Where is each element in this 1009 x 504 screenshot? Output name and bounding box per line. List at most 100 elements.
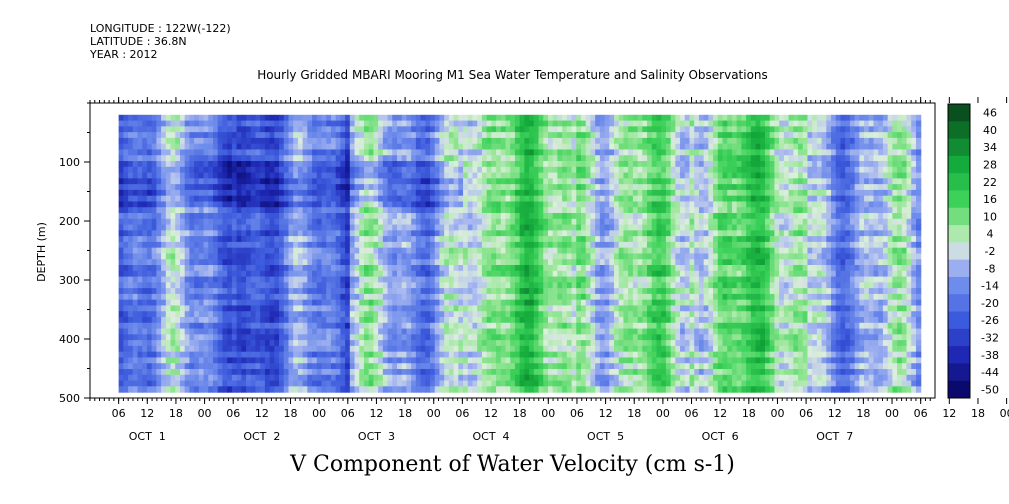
heatmap-cell xyxy=(519,334,525,341)
heatmap-cell xyxy=(510,149,516,156)
heatmap-cell xyxy=(420,368,426,376)
heatmap-cell xyxy=(599,132,606,139)
heatmap-cell xyxy=(510,357,516,364)
heatmap-cell xyxy=(349,334,356,341)
heatmap-cell xyxy=(279,328,285,335)
heatmap-cell xyxy=(246,247,252,255)
heatmap-cell xyxy=(123,282,129,289)
heatmap-cell xyxy=(326,293,332,301)
heatmap-cell xyxy=(321,161,327,168)
heatmap-cell xyxy=(448,137,455,145)
heatmap-cell xyxy=(543,311,549,318)
heatmap-cell xyxy=(231,143,238,151)
heatmap-cell xyxy=(514,230,521,237)
heatmap-cell xyxy=(123,276,129,283)
heatmap-cell xyxy=(576,317,582,324)
heatmap-cell xyxy=(316,120,323,127)
heatmap-cell xyxy=(453,230,459,237)
heatmap-cell xyxy=(184,224,191,231)
heatmap-cell xyxy=(519,380,525,387)
heatmap-cell xyxy=(170,317,176,324)
heatmap-cell xyxy=(293,386,299,393)
heatmap-cell xyxy=(142,137,148,145)
heatmap-cell xyxy=(463,143,469,151)
heatmap-cell xyxy=(330,143,337,151)
heatmap-cell xyxy=(510,230,516,237)
heatmap-cell xyxy=(514,241,521,249)
heatmap-cell xyxy=(486,311,492,318)
heatmap-cell xyxy=(132,247,139,255)
heatmap-cell xyxy=(496,241,502,249)
heatmap-cell xyxy=(425,166,431,174)
heatmap-cell xyxy=(510,328,516,335)
heatmap-cell xyxy=(406,328,412,335)
heatmap-cell xyxy=(156,276,162,283)
heatmap-cell xyxy=(293,201,299,208)
heatmap-cell xyxy=(231,132,238,139)
heatmap-cell xyxy=(392,270,398,278)
heatmap-cell xyxy=(557,276,563,283)
heatmap-cell xyxy=(411,241,417,249)
heatmap-cell xyxy=(529,207,535,214)
heatmap-cell xyxy=(255,114,261,122)
heatmap-cell xyxy=(330,155,337,162)
heatmap-cell xyxy=(156,345,162,353)
heatmap-cell xyxy=(566,328,573,335)
heatmap-cell xyxy=(236,195,242,203)
heatmap-cell xyxy=(547,374,554,382)
heatmap-cell xyxy=(151,155,157,162)
heatmap-cell xyxy=(505,380,511,387)
heatmap-cell xyxy=(425,259,431,266)
heatmap-cell xyxy=(165,172,172,179)
heatmap-cell xyxy=(543,178,549,185)
heatmap-cell xyxy=(491,241,497,249)
heatmap-cell xyxy=(543,265,549,272)
heatmap-cell xyxy=(118,114,124,122)
heatmap-cell xyxy=(420,374,426,382)
heatmap-cell xyxy=(213,363,219,370)
heatmap-cell xyxy=(486,155,492,162)
heatmap-cell xyxy=(146,293,153,301)
heatmap-cell xyxy=(359,114,365,122)
heatmap-cell xyxy=(302,351,308,359)
heatmap-cell xyxy=(142,120,148,127)
heatmap-cell xyxy=(387,288,393,295)
heatmap-cell xyxy=(397,143,403,151)
heatmap-cell xyxy=(363,166,370,174)
heatmap-cell xyxy=(222,363,228,370)
heatmap-cell xyxy=(269,247,275,255)
heatmap-cell xyxy=(496,207,502,214)
heatmap-cell xyxy=(458,201,464,208)
heatmap-cell xyxy=(231,172,238,179)
heatmap-cell xyxy=(175,305,181,312)
heatmap-cell xyxy=(453,241,459,249)
heatmap-cell xyxy=(486,299,492,307)
heatmap-cell xyxy=(241,282,247,289)
heatmap-cell xyxy=(463,137,469,145)
heatmap-cell xyxy=(524,317,530,324)
heatmap-cell xyxy=(599,172,606,179)
heatmap-cell xyxy=(547,253,554,260)
heatmap-cell xyxy=(415,184,422,191)
heatmap-cell xyxy=(458,288,464,295)
heatmap-cell xyxy=(137,259,143,266)
heatmap-cell xyxy=(533,293,540,301)
heatmap-cell xyxy=(590,218,596,226)
heatmap-cell xyxy=(557,340,563,347)
heatmap-cell xyxy=(500,247,507,255)
heatmap-cell xyxy=(227,172,233,179)
heatmap-cell xyxy=(420,241,426,249)
heatmap-cell xyxy=(198,137,205,145)
heatmap-cell xyxy=(524,201,530,208)
heatmap-cell xyxy=(401,276,408,283)
heatmap-cell xyxy=(184,340,191,347)
heatmap-cell xyxy=(142,172,148,179)
heatmap-cell xyxy=(269,317,275,324)
heatmap-cell xyxy=(213,374,219,382)
heatmap-cell xyxy=(373,282,379,289)
heatmap-cell xyxy=(297,282,304,289)
heatmap-cell xyxy=(434,120,441,127)
heatmap-cell xyxy=(491,195,497,203)
heatmap-cell xyxy=(165,288,172,295)
heatmap-cell xyxy=(175,351,181,359)
